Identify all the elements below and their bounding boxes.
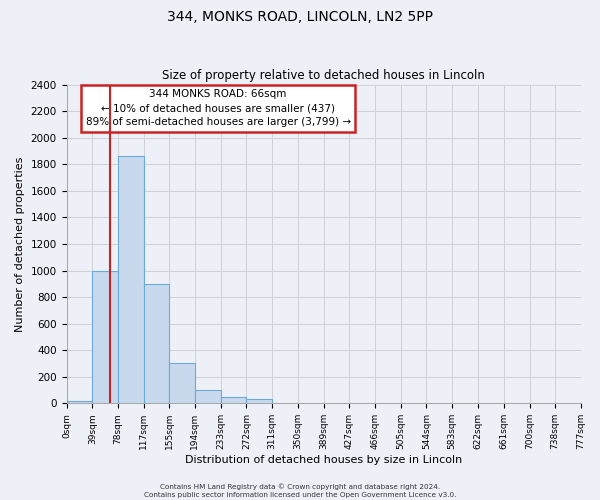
Bar bbox=[169, 364, 195, 404]
Bar bbox=[195, 390, 221, 404]
Y-axis label: Number of detached properties: Number of detached properties bbox=[15, 156, 25, 332]
Bar bbox=[118, 156, 144, 404]
Text: Contains HM Land Registry data © Crown copyright and database right 2024.: Contains HM Land Registry data © Crown c… bbox=[160, 484, 440, 490]
Bar bbox=[67, 400, 92, 404]
Bar bbox=[221, 396, 247, 404]
Title: Size of property relative to detached houses in Lincoln: Size of property relative to detached ho… bbox=[162, 69, 485, 82]
Bar bbox=[144, 284, 169, 404]
X-axis label: Distribution of detached houses by size in Lincoln: Distribution of detached houses by size … bbox=[185, 455, 462, 465]
Text: 344 MONKS ROAD: 66sqm
← 10% of detached houses are smaller (437)
89% of semi-det: 344 MONKS ROAD: 66sqm ← 10% of detached … bbox=[86, 90, 351, 128]
Bar bbox=[247, 400, 272, 404]
Bar bbox=[92, 270, 118, 404]
Text: Contains public sector information licensed under the Open Government Licence v3: Contains public sector information licen… bbox=[144, 492, 456, 498]
Text: 344, MONKS ROAD, LINCOLN, LN2 5PP: 344, MONKS ROAD, LINCOLN, LN2 5PP bbox=[167, 10, 433, 24]
